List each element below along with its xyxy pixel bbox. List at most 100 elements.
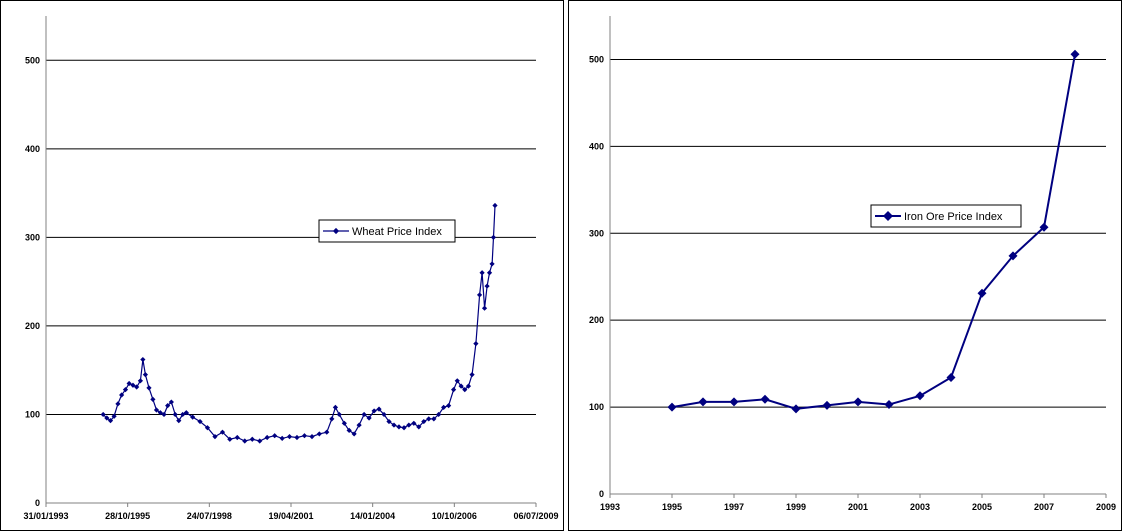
data-point bbox=[324, 429, 330, 435]
data-point bbox=[219, 429, 226, 435]
data-point bbox=[484, 283, 490, 289]
x-tick-label: 06/07/2009 bbox=[513, 511, 558, 521]
data-point bbox=[176, 418, 182, 424]
data-point bbox=[140, 356, 146, 363]
data-point bbox=[168, 399, 174, 405]
data-point bbox=[401, 425, 407, 431]
x-tick-label: 31/01/1993 bbox=[23, 511, 68, 521]
data-point bbox=[1008, 251, 1018, 261]
y-tick-label: 400 bbox=[589, 141, 604, 151]
data-point bbox=[446, 403, 452, 409]
y-tick-label: 300 bbox=[25, 232, 40, 242]
y-tick-label: 500 bbox=[25, 55, 40, 65]
data-point bbox=[197, 418, 203, 425]
data-point bbox=[489, 261, 495, 267]
y-tick-label: 400 bbox=[25, 144, 40, 154]
data-point bbox=[119, 392, 125, 398]
data-point bbox=[977, 288, 987, 298]
data-point bbox=[257, 438, 263, 444]
data-point bbox=[371, 408, 377, 414]
data-point bbox=[332, 404, 339, 410]
data-point bbox=[490, 234, 497, 240]
x-tick-label: 19/04/2001 bbox=[268, 511, 313, 521]
data-point bbox=[479, 270, 485, 276]
data-point bbox=[351, 431, 357, 437]
data-point bbox=[462, 387, 468, 393]
legend-marker bbox=[883, 211, 893, 221]
data-point bbox=[272, 433, 278, 439]
legend-marker bbox=[332, 227, 340, 235]
data-point bbox=[473, 341, 479, 347]
wheat-chart: 0 100 200 300 400 500 31/01/1993 28/10/1995 24/0… bbox=[23, 16, 559, 521]
data-point bbox=[336, 411, 342, 418]
data-point bbox=[458, 383, 464, 389]
data-point bbox=[172, 411, 178, 418]
data-point bbox=[294, 434, 300, 441]
data-point bbox=[122, 387, 129, 393]
data-point bbox=[356, 422, 362, 428]
data-point bbox=[822, 400, 832, 410]
data-point bbox=[450, 387, 457, 393]
data-point bbox=[157, 410, 163, 416]
data-point bbox=[421, 418, 427, 425]
x-tick-label: 2003 bbox=[910, 502, 930, 512]
data-point bbox=[142, 372, 148, 378]
data-point bbox=[115, 401, 121, 407]
data-point bbox=[411, 420, 417, 426]
data-point bbox=[791, 404, 801, 414]
data-point bbox=[104, 415, 110, 421]
data-point bbox=[341, 420, 347, 426]
data-point bbox=[406, 422, 412, 428]
data-point bbox=[454, 378, 460, 384]
data-point bbox=[111, 413, 117, 419]
data-point bbox=[234, 434, 240, 441]
data-point bbox=[396, 424, 402, 430]
data-point bbox=[134, 384, 140, 390]
data-point bbox=[204, 425, 211, 431]
x-tick-label: 28/10/1995 bbox=[105, 511, 150, 521]
data-point bbox=[212, 433, 218, 440]
data-point bbox=[153, 407, 160, 413]
data-point bbox=[915, 391, 925, 401]
data-point bbox=[465, 383, 472, 389]
x-tick-label: 2007 bbox=[1034, 502, 1054, 512]
data-point bbox=[146, 385, 152, 391]
legend-label: Iron Ore Price Index bbox=[904, 211, 1003, 223]
legend-label: Wheat Price Index bbox=[352, 226, 442, 238]
x-tick-label: 1997 bbox=[724, 502, 744, 512]
data-point bbox=[431, 416, 437, 422]
data-point bbox=[249, 436, 255, 442]
data-point bbox=[346, 427, 352, 433]
legend-box bbox=[318, 219, 456, 243]
data-point bbox=[760, 394, 770, 404]
data-point bbox=[426, 416, 432, 422]
x-tick-label: 2009 bbox=[1096, 502, 1116, 512]
x-tick-label: 1993 bbox=[600, 502, 620, 512]
y-tick-label: 0 bbox=[599, 489, 604, 499]
x-tick-label: 10/10/2006 bbox=[432, 511, 477, 521]
data-point bbox=[481, 305, 488, 311]
data-point bbox=[309, 433, 315, 440]
data-point bbox=[667, 402, 677, 412]
x-tick-label: 2001 bbox=[848, 502, 868, 512]
data-point bbox=[366, 415, 372, 421]
x-tick-label: 14/01/2004 bbox=[350, 511, 395, 521]
data-point bbox=[361, 411, 367, 418]
data-point bbox=[884, 399, 894, 409]
iron-ore-chart: 0 100 200 300 400 500 1993 1995 1997 1999 2001 2003… bbox=[589, 16, 1116, 512]
data-point bbox=[441, 404, 447, 410]
data-point bbox=[227, 436, 233, 442]
data-point bbox=[946, 373, 956, 383]
data-point bbox=[137, 378, 144, 384]
y-tick-label: 100 bbox=[25, 409, 40, 419]
data-point bbox=[329, 416, 335, 422]
data-point bbox=[264, 434, 270, 441]
data-point bbox=[190, 414, 196, 420]
data-point bbox=[853, 397, 863, 407]
legend-box bbox=[870, 204, 1022, 228]
x-tick-label: 2005 bbox=[972, 502, 992, 512]
y-tick-label: 200 bbox=[589, 315, 604, 325]
y-tick-label: 100 bbox=[589, 402, 604, 412]
x-tick-label: 1995 bbox=[662, 502, 682, 512]
data-point bbox=[183, 410, 189, 416]
